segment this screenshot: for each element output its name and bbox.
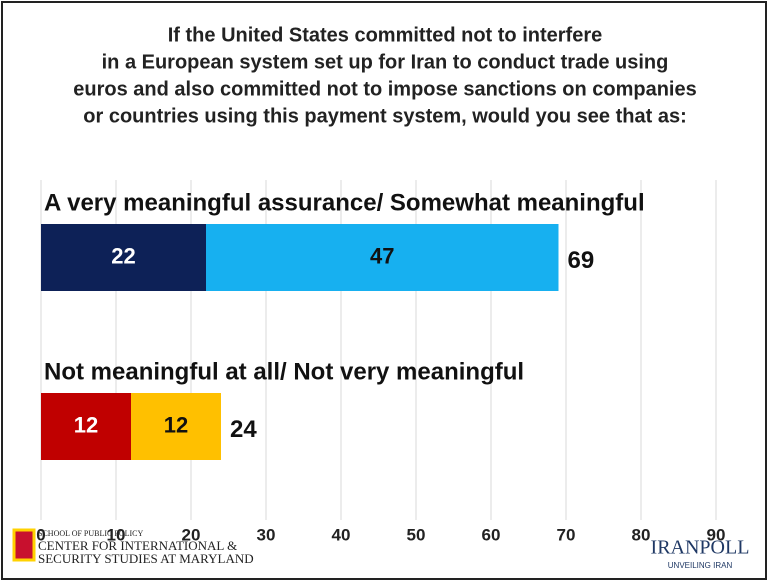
- value-label: 47: [370, 243, 394, 268]
- x-tick-label: 50: [407, 525, 426, 544]
- chart-title: euros and also committed not to impose s…: [73, 78, 696, 100]
- x-tick-label: 30: [257, 525, 276, 544]
- logo-text: SECURITY STUDIES AT MARYLAND: [38, 551, 254, 566]
- bar-segment: [131, 393, 221, 460]
- total-label: 69: [568, 247, 595, 274]
- chart-title: or countries using this payment system, …: [83, 105, 686, 127]
- category-label: A very meaningful assurance/ Somewhat me…: [44, 189, 645, 216]
- value-label: 22: [111, 243, 135, 268]
- logo-text: CENTER FOR INTERNATIONAL &: [38, 538, 237, 553]
- bar-segment: [206, 224, 559, 291]
- logo-text: IRANPOLL: [651, 537, 750, 559]
- logo-text: SCHOOL OF PUBLIC POLICY: [38, 529, 143, 538]
- x-tick-label: 60: [482, 525, 501, 544]
- bar-segment: [41, 224, 206, 291]
- bar-segment: [41, 393, 131, 460]
- x-tick-label: 70: [557, 525, 576, 544]
- value-label: 12: [164, 412, 188, 437]
- value-label: 12: [74, 412, 98, 437]
- x-tick-label: 40: [332, 525, 351, 544]
- x-tick-label: 90: [707, 525, 726, 544]
- category-label: Not meaningful at all/ Not very meaningf…: [44, 358, 524, 385]
- logo-text: UNVEILING IRAN: [668, 561, 733, 570]
- total-label: 24: [230, 416, 257, 443]
- x-tick-label: 80: [632, 525, 651, 544]
- x-tick-label: 20: [182, 525, 201, 544]
- logo-emblem: [12, 528, 36, 562]
- x-tick-label: 0: [36, 525, 45, 544]
- chart-title: in a European system set up for Iran to …: [102, 51, 669, 73]
- x-tick-label: 10: [107, 525, 126, 544]
- chart-title: If the United States committed not to in…: [168, 24, 602, 46]
